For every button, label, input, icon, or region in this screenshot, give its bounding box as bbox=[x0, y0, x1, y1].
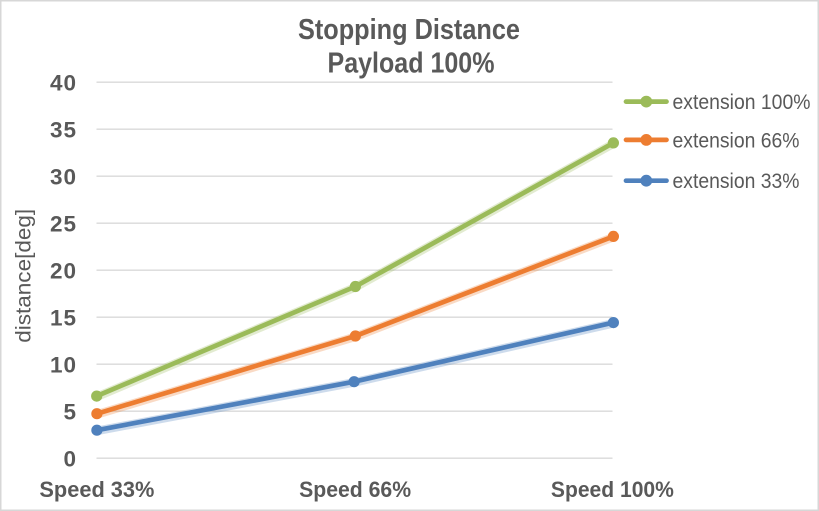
svg-text:30: 30 bbox=[50, 164, 76, 189]
svg-text:Payload 100%: Payload 100% bbox=[328, 48, 495, 80]
svg-text:distance[deg]: distance[deg] bbox=[13, 209, 36, 343]
svg-text:20: 20 bbox=[50, 258, 76, 283]
svg-text:35: 35 bbox=[50, 117, 76, 142]
svg-text:extension 33%: extension 33% bbox=[673, 169, 800, 193]
svg-text:40: 40 bbox=[50, 70, 76, 95]
svg-text:Speed 100%: Speed 100% bbox=[551, 477, 674, 502]
svg-text:25: 25 bbox=[50, 211, 76, 236]
svg-text:extension 66%: extension 66% bbox=[673, 128, 800, 152]
svg-text:Speed 33%: Speed 33% bbox=[39, 477, 154, 502]
svg-text:10: 10 bbox=[50, 352, 76, 377]
svg-text:Speed 66%: Speed 66% bbox=[299, 477, 411, 502]
svg-text:Stopping Distance: Stopping Distance bbox=[298, 14, 520, 46]
svg-text:15: 15 bbox=[50, 305, 76, 330]
svg-text:extension 100%: extension 100% bbox=[673, 90, 811, 114]
svg-text:5: 5 bbox=[63, 399, 76, 424]
svg-text:0: 0 bbox=[63, 446, 76, 471]
